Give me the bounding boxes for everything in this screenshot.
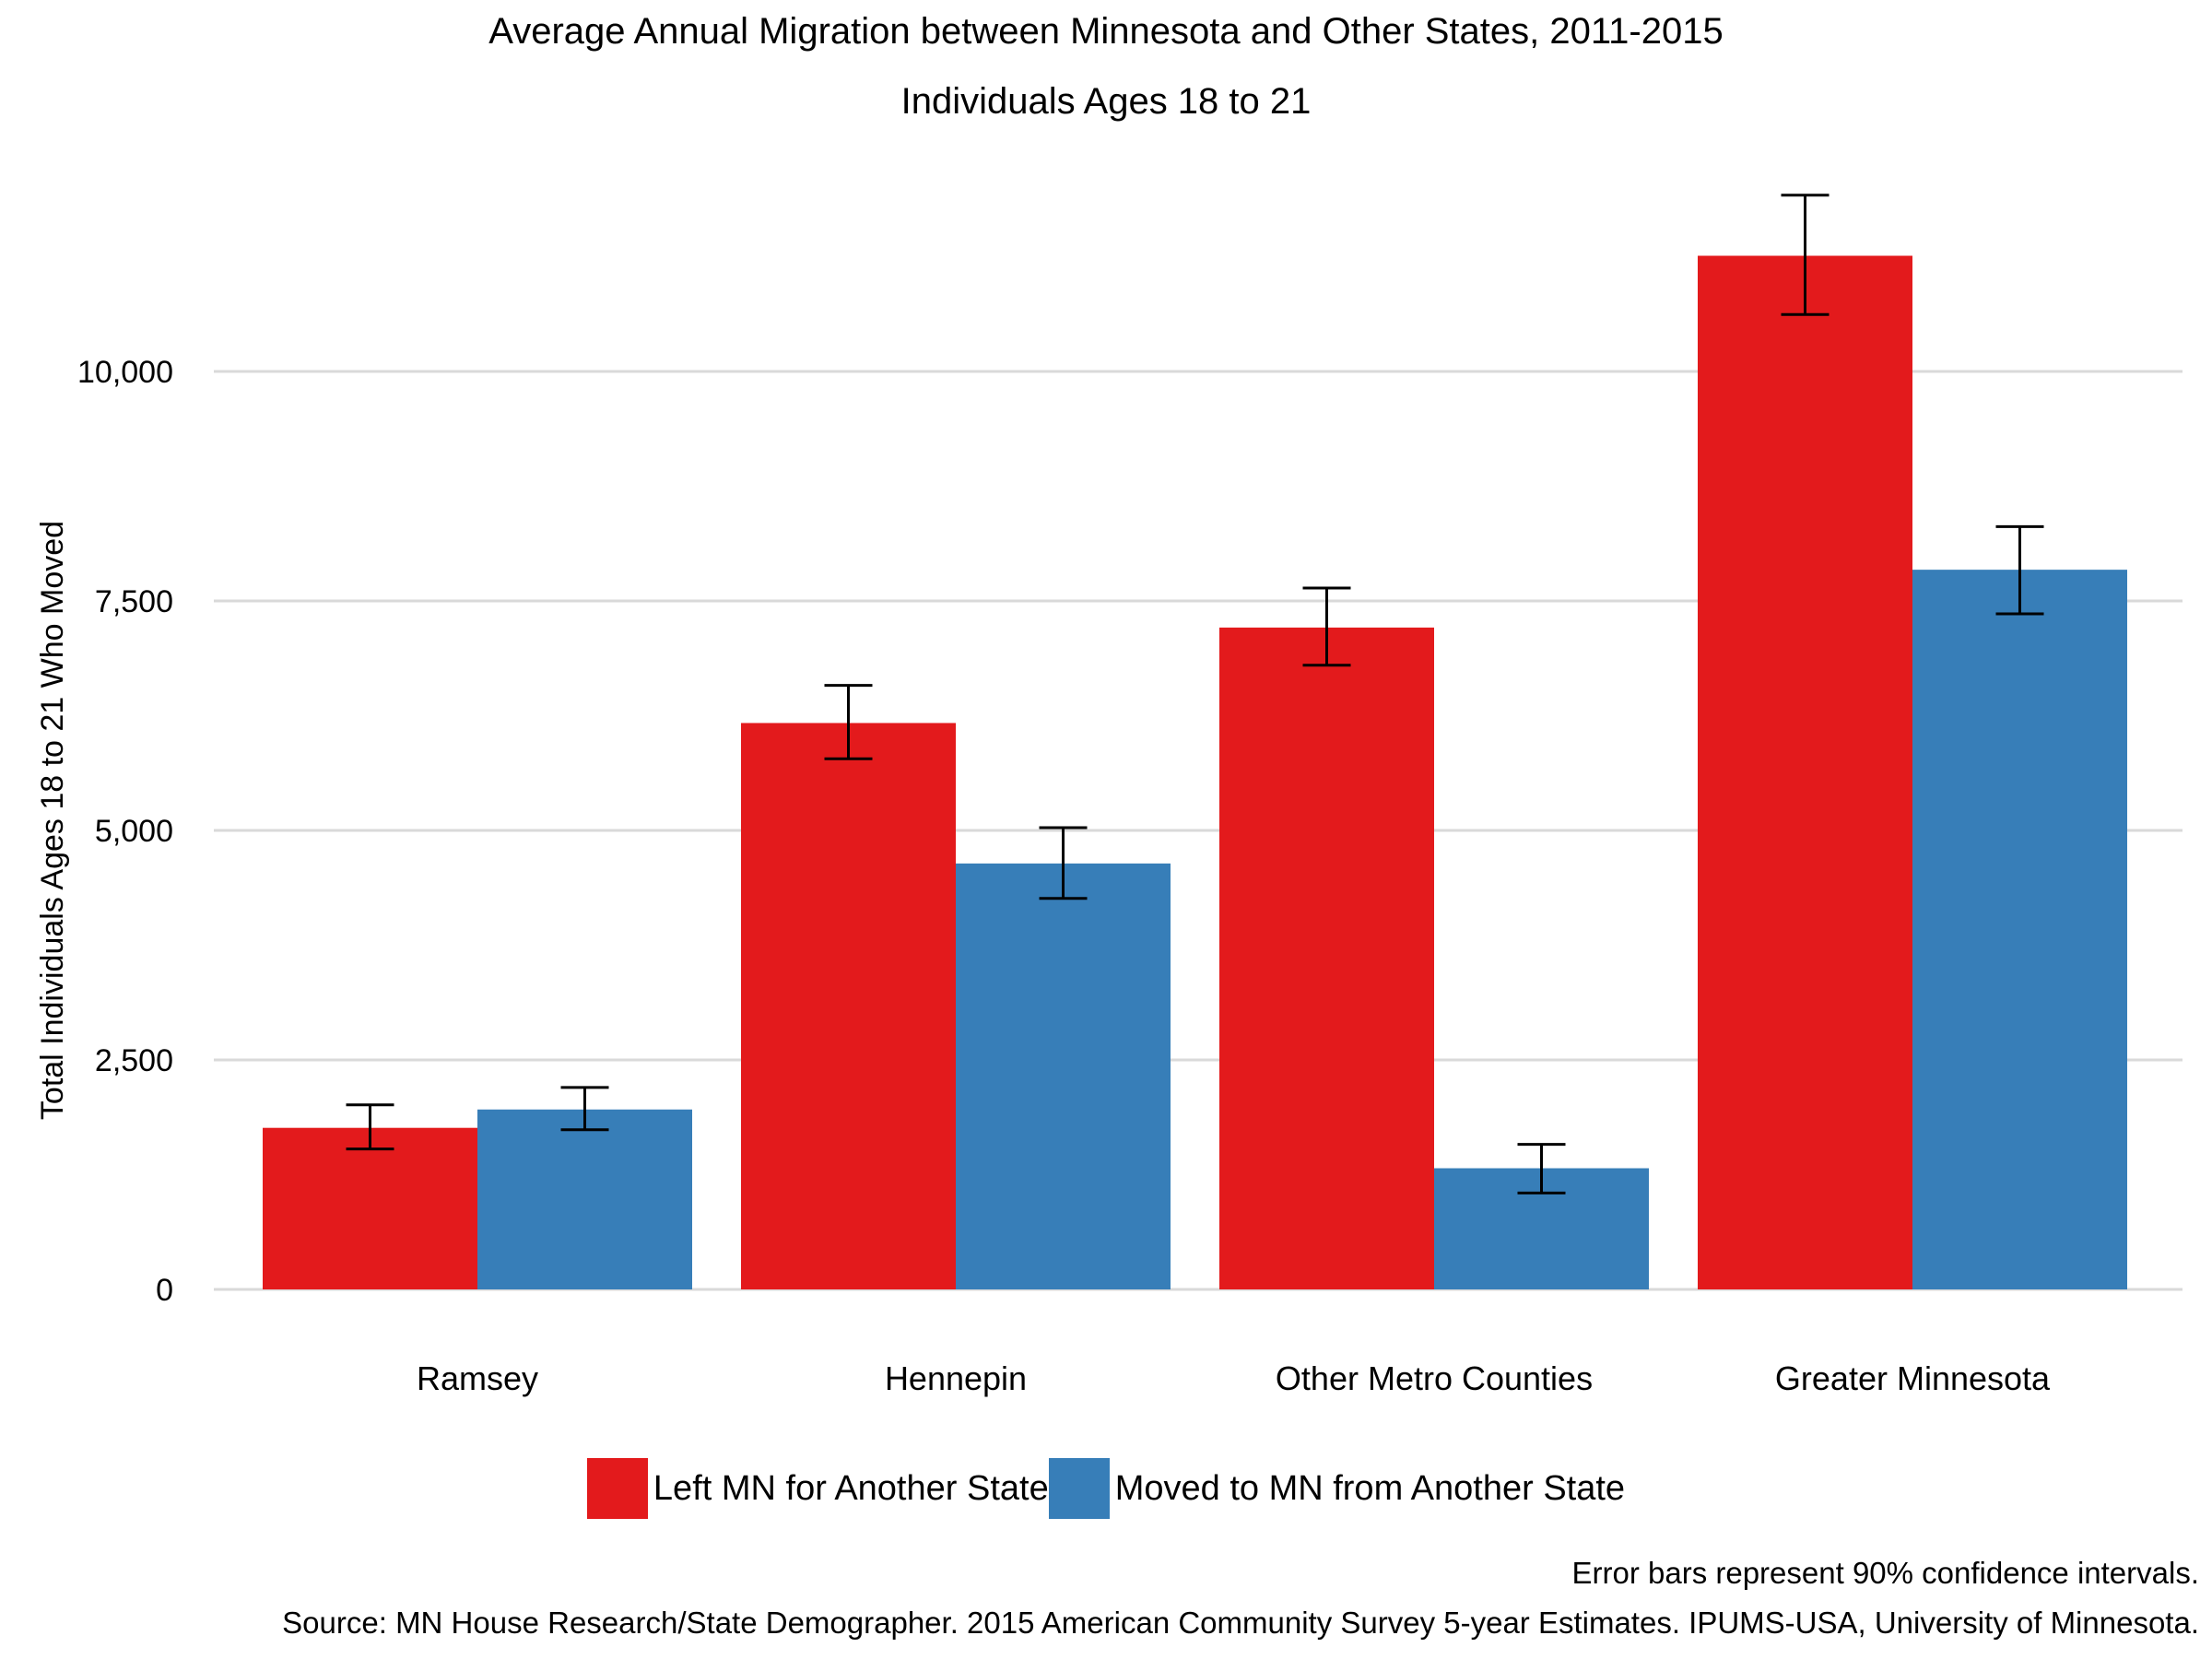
y-tick-label: 0 xyxy=(156,1273,173,1308)
bar-moved-0 xyxy=(477,1109,692,1289)
x-tick-label: Greater Minnesota xyxy=(1775,1359,2051,1397)
bar-left-3 xyxy=(1698,255,1912,1289)
chart-title: Average Annual Migration between Minneso… xyxy=(488,11,1724,52)
legend-swatch-left xyxy=(586,1458,648,1519)
error-layer xyxy=(346,194,2044,1194)
x-tick-label: Hennepin xyxy=(885,1359,1027,1397)
y-tick-label: 7,500 xyxy=(95,584,173,619)
bar-left-2 xyxy=(1219,627,1434,1289)
y-tick-label: 10,000 xyxy=(77,355,173,390)
y-tick-label: 5,000 xyxy=(95,814,173,849)
bar-moved-1 xyxy=(956,863,1171,1289)
legend-label-moved: Moved to MN from Another State xyxy=(1114,1468,1626,1508)
bar-left-1 xyxy=(741,723,956,1289)
bar-left-0 xyxy=(263,1127,477,1289)
source-note: Source: MN House Research/State Demograp… xyxy=(282,1606,2199,1640)
tick-layer: 0 2,500 5,000 7,500 10,000 Ramsey Hennepin Othe… xyxy=(77,355,2051,1397)
x-tick-label: Other Metro Counties xyxy=(1276,1359,1593,1397)
legend: Left MN for Another State Moved to MN fr… xyxy=(0,1458,2212,1519)
legend-label-left: Left MN for Another State xyxy=(653,1468,1049,1508)
bar-moved-3 xyxy=(1912,570,2127,1289)
legend-item-left: Left MN for Another State xyxy=(586,1458,1049,1519)
chart-subtitle: Individuals Ages 18 to 21 xyxy=(900,81,1312,122)
error-bar-note: Error bars represent 90% confidence inte… xyxy=(1571,1556,2200,1590)
x-tick-label: Ramsey xyxy=(417,1359,538,1397)
legend-item-moved: Moved to MN from Another State xyxy=(1048,1458,1626,1519)
bar-layer xyxy=(263,255,2127,1289)
y-tick-label: 2,500 xyxy=(95,1043,173,1078)
legend-swatch-moved xyxy=(1048,1458,1110,1519)
